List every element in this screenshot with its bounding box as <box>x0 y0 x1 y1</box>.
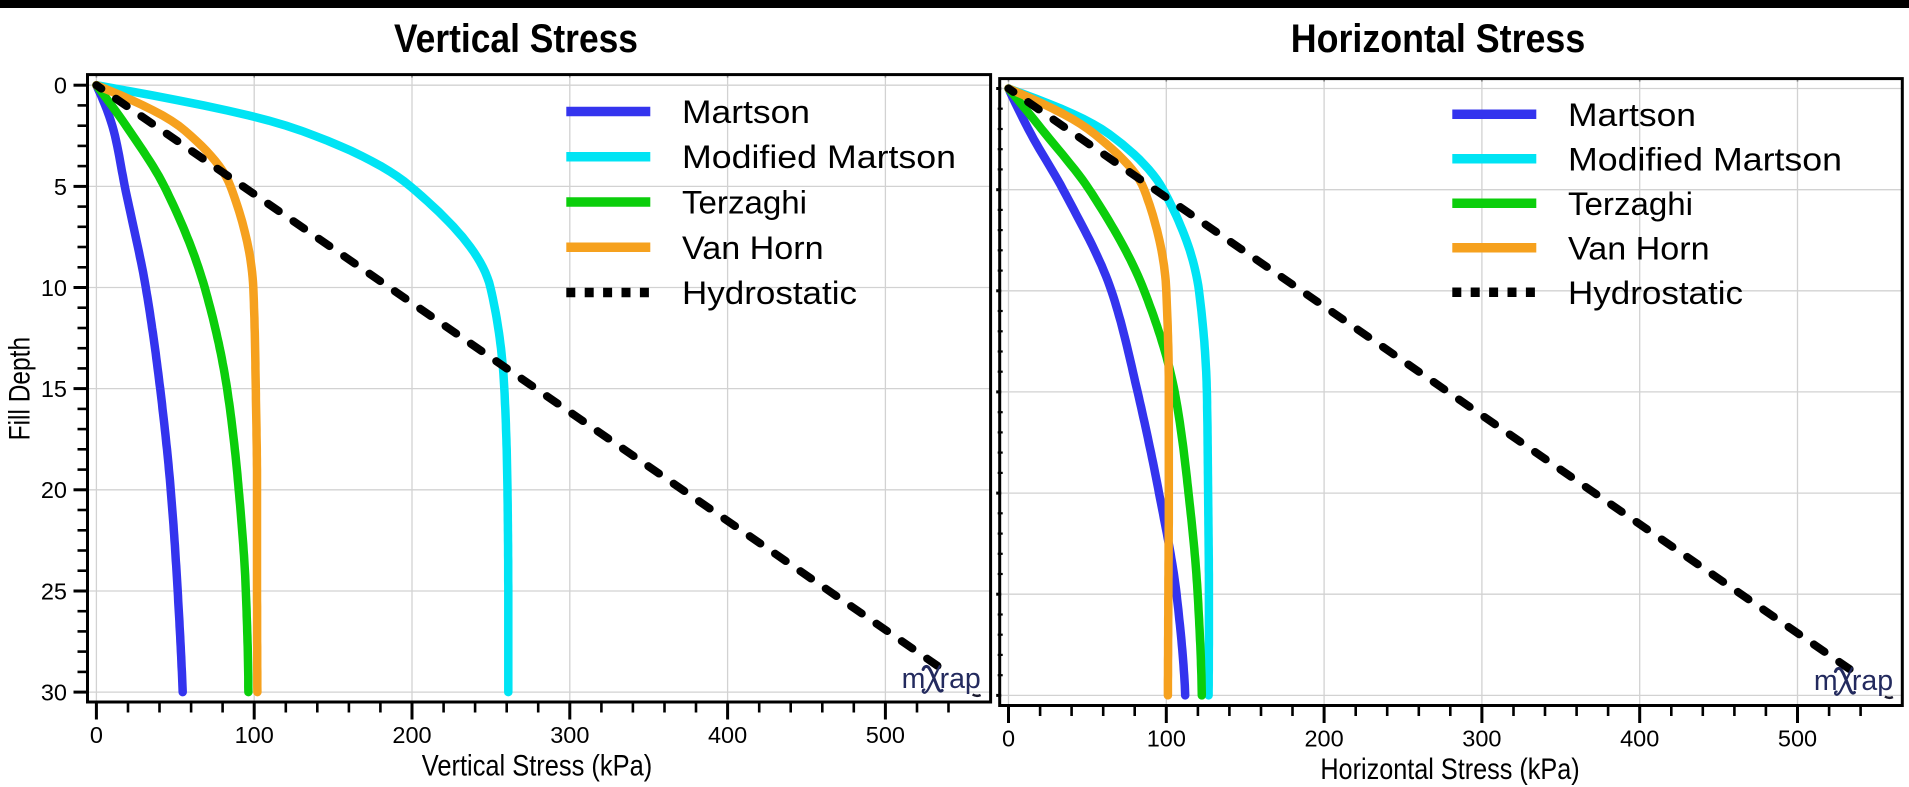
svg-text:30: 30 <box>41 680 67 706</box>
svg-text:Horizontal Stress (kPa): Horizontal Stress (kPa) <box>1320 753 1579 786</box>
svg-text:200: 200 <box>1304 725 1343 751</box>
svg-text:Horizontal Stress: Horizontal Stress <box>1291 17 1586 61</box>
svg-text:400: 400 <box>1620 725 1659 751</box>
svg-text:rap: rap <box>1852 665 1893 697</box>
svg-text:m: m <box>1814 665 1838 697</box>
svg-text:0: 0 <box>1002 725 1015 751</box>
svg-text:Modified Martson: Modified Martson <box>682 139 956 175</box>
svg-text:100: 100 <box>1147 725 1186 751</box>
svg-text:500: 500 <box>866 722 905 748</box>
svg-text:Hydrostatic: Hydrostatic <box>1568 275 1743 311</box>
svg-text:20: 20 <box>41 477 67 503</box>
svg-text:5: 5 <box>54 174 67 200</box>
svg-text:0: 0 <box>90 722 103 748</box>
svg-text:0: 0 <box>54 73 67 99</box>
svg-text:300: 300 <box>550 722 589 748</box>
svg-text:100: 100 <box>235 722 274 748</box>
svg-text:Modified Martson: Modified Martson <box>1568 141 1842 177</box>
svg-text:Martson: Martson <box>1568 97 1696 133</box>
svg-text:Terzaghi: Terzaghi <box>682 185 807 221</box>
svg-text:Hydrostatic: Hydrostatic <box>682 275 857 311</box>
svg-text:m: m <box>902 663 926 695</box>
svg-text:Vertical Stress: Vertical Stress <box>394 17 638 61</box>
svg-text:Terzaghi: Terzaghi <box>1568 186 1693 222</box>
svg-text:Van Horn: Van Horn <box>682 230 824 266</box>
svg-text:200: 200 <box>392 722 431 748</box>
svg-text:500: 500 <box>1778 725 1817 751</box>
svg-text:10: 10 <box>41 275 67 301</box>
svg-text:25: 25 <box>41 578 67 604</box>
svg-text:300: 300 <box>1462 725 1501 751</box>
svg-text:Martson: Martson <box>682 94 810 130</box>
svg-text:Fill Depth: Fill Depth <box>4 337 37 441</box>
svg-text:Van Horn: Van Horn <box>1568 230 1710 266</box>
svg-text:15: 15 <box>41 376 67 402</box>
svg-text:400: 400 <box>708 722 747 748</box>
svg-text:Vertical Stress (kPa): Vertical Stress (kPa) <box>422 749 652 782</box>
svg-text:rap: rap <box>940 663 981 695</box>
